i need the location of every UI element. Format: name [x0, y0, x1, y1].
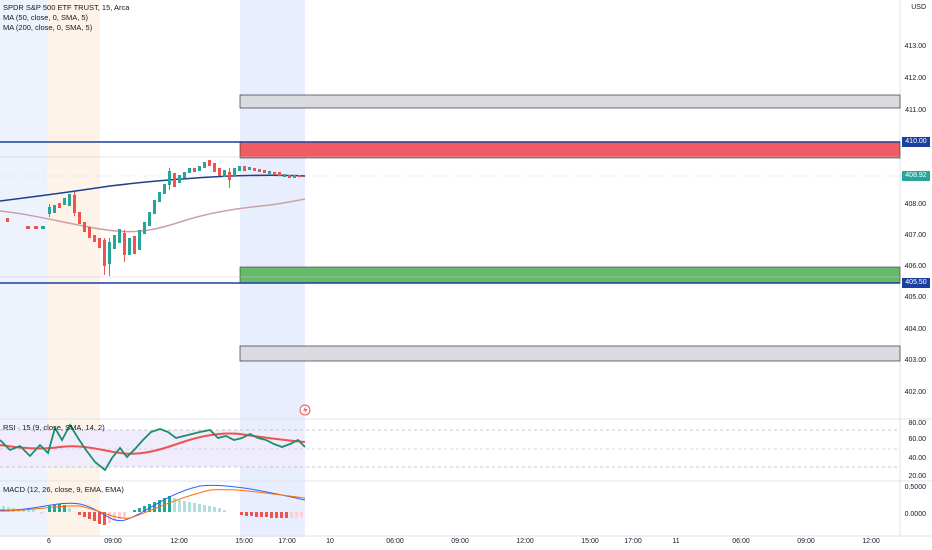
macd-line — [0, 484, 306, 522]
price-label: 408.00 — [904, 201, 926, 208]
current-price-tag: 408.92 — [902, 171, 930, 181]
time-label: 15:00 — [581, 538, 599, 545]
support-zone[interactable] — [239, 266, 901, 284]
rsi-ma-line — [0, 432, 306, 455]
price-label: 405.00 — [904, 294, 926, 301]
candlesticks — [6, 160, 301, 276]
time-label: 17:00 — [624, 538, 642, 545]
time-label: 06:00 — [386, 538, 404, 545]
time-label: 06:00 — [732, 538, 750, 545]
time-label: 17:00 — [278, 538, 296, 545]
macd-level-label: 0.5000 — [904, 484, 926, 491]
ma200-legend[interactable]: MA (200, close, 0, SMA, 5) — [3, 23, 93, 32]
price-label: 406.00 — [904, 263, 926, 270]
price-label: 407.00 — [904, 232, 926, 239]
ma50-legend[interactable]: MA (50, close, 0, SMA, 5) — [3, 13, 89, 22]
ma50-line — [0, 174, 306, 202]
time-label: 6 — [47, 538, 51, 545]
rsi-level-label: 20.00 — [908, 473, 926, 480]
price-label: 411.00 — [905, 107, 926, 114]
time-label: 09:00 — [797, 538, 815, 545]
lower-gray-zone[interactable] — [239, 345, 901, 362]
macd-signal-line — [0, 489, 306, 519]
chart-title: SPDR S&P 500 ETF TRUST, 15, Arca — [3, 3, 130, 12]
rsi-level-label: 60.00 — [908, 436, 926, 443]
support-price-tag: 405.50 — [902, 278, 930, 288]
price-label: 404.00 — [904, 326, 926, 333]
price-label: 403.00 — [904, 357, 926, 364]
time-label: 09:00 — [451, 538, 469, 545]
price-label: 413.00 — [904, 43, 926, 50]
time-label: 09:00 — [104, 538, 122, 545]
time-label: 15:00 — [235, 538, 253, 545]
rsi-level-label: 40.00 — [908, 455, 926, 462]
rsi-legend[interactable]: RSI · 15 (9, close, SMA, 14, 2) — [3, 423, 105, 432]
macd-legend[interactable]: MACD (12, 26, close, 9, EMA, EMA) — [3, 485, 124, 494]
time-label: 10 — [326, 538, 334, 545]
time-label: 12:00 — [170, 538, 188, 545]
resistance-zone[interactable] — [239, 141, 901, 159]
time-label: 12:00 — [862, 538, 880, 545]
time-label: 11 — [672, 538, 680, 545]
price-label: 412.00 — [904, 75, 926, 82]
lightning-icon — [303, 406, 308, 414]
macd-level-label: 0.0000 — [904, 511, 926, 518]
price-label: 402.00 — [904, 389, 926, 396]
resistance-price-tag: 410.00 — [902, 137, 930, 147]
currency-label: USD — [911, 4, 926, 11]
time-label: 12:00 — [516, 538, 534, 545]
upper-gray-zone[interactable] — [239, 94, 901, 109]
ma200-line — [0, 198, 306, 233]
rsi-level-label: 80.00 — [908, 420, 926, 427]
rsi-line — [0, 423, 306, 472]
